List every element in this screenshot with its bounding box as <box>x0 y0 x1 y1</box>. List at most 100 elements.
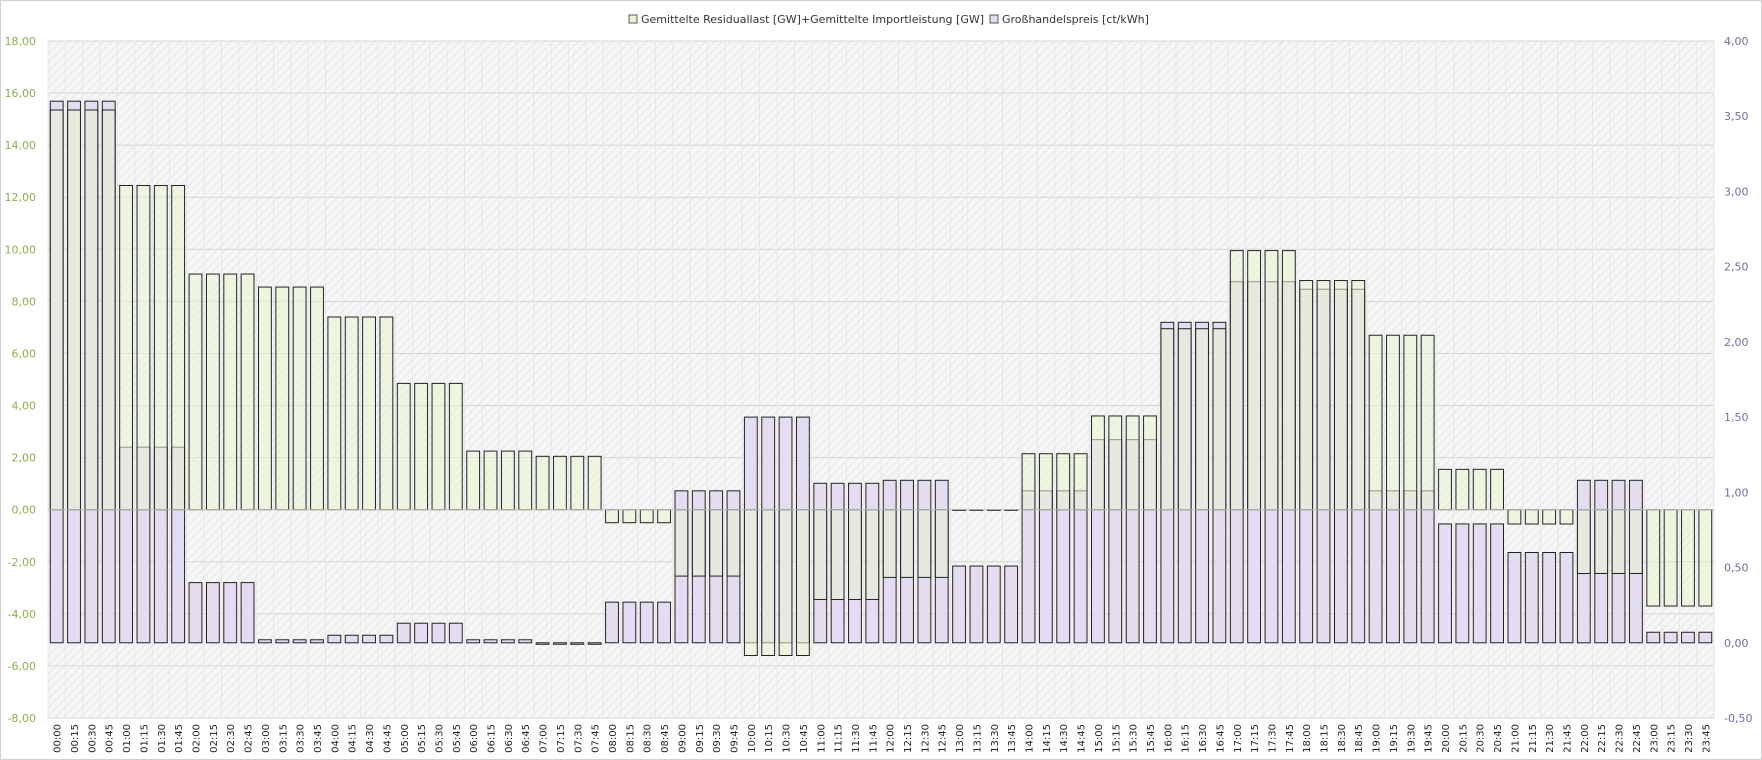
legend-swatch-price <box>989 14 999 24</box>
residual-bar <box>1229 250 1244 511</box>
x-tick-label: 13:45 <box>1007 724 1018 753</box>
price-bar <box>1403 490 1418 644</box>
x-tick-label: 14:00 <box>1025 724 1036 753</box>
residual-bar <box>848 509 862 601</box>
left-tick-label: -8,00 <box>8 712 36 725</box>
x-tick-label: 18:00 <box>1302 724 1313 753</box>
residual-bar <box>1316 280 1331 511</box>
residual-bar <box>830 509 845 601</box>
x-tick-label: 06:45 <box>521 724 532 753</box>
x-tick-label: 23:15 <box>1667 724 1678 753</box>
price-bar <box>1559 552 1574 644</box>
price-bar <box>1490 523 1504 644</box>
x-tick-label: 12:45 <box>938 724 949 753</box>
legend-label-residual: Gemittelte Residuallast [GW]+Gemittelte … <box>641 13 984 26</box>
residual-bar <box>310 286 324 511</box>
x-tick-label: 15:45 <box>1146 724 1157 753</box>
x-tick-label: 22:30 <box>1615 724 1626 753</box>
residual-bar <box>657 509 671 524</box>
x-axis-ticks: 00:00 00:15 00:30 00:45 01:00 01:15 01:30 01:45… <box>53 724 1713 753</box>
residual-bar <box>344 316 359 511</box>
residual-bar <box>275 286 290 511</box>
x-tick-label: 06:30 <box>504 724 515 753</box>
x-tick-label: 23:45 <box>1701 724 1712 753</box>
price-bar <box>292 639 307 644</box>
price-bar <box>1542 552 1557 644</box>
residual-bar <box>709 509 724 577</box>
right-tick-label: 0,50 <box>1724 562 1749 575</box>
legend-swatch-residual <box>628 14 638 24</box>
residual-bar <box>553 455 567 511</box>
residual-bar <box>917 509 932 578</box>
price-bar <box>622 601 637 644</box>
residual-bar <box>500 450 515 511</box>
price-bar <box>466 639 481 644</box>
left-tick-label: 2,00 <box>12 452 37 465</box>
residual-bar <box>223 273 238 511</box>
residual-bar <box>1681 509 1695 607</box>
residual-bar <box>1212 328 1227 511</box>
residual-bar <box>570 455 585 511</box>
x-tick-label: 15:15 <box>1111 724 1122 753</box>
residual-bar <box>900 509 914 578</box>
price-bar <box>205 582 220 644</box>
right-tick-label: 3,00 <box>1724 185 1749 198</box>
residual-bar <box>1386 334 1400 511</box>
right-tick-label: 4,00 <box>1724 35 1749 48</box>
price-bar <box>1472 523 1487 644</box>
price-bar <box>553 642 567 645</box>
residual-bar <box>84 109 99 511</box>
right-axis-ticks: 4,00 3,50 3,00 2,50 2,00 1,50 1,00 0,50 0,00 -0,5… <box>1724 35 1752 725</box>
price-bar <box>1455 523 1470 644</box>
residual-bar <box>188 273 203 511</box>
x-tick-label: 10:00 <box>747 724 758 753</box>
x-tick-label: 07:00 <box>539 724 550 753</box>
x-tick-label: 07:30 <box>573 724 584 753</box>
price-bar <box>258 639 272 644</box>
x-tick-label: 03:00 <box>261 724 272 753</box>
residual-bar <box>865 509 880 601</box>
x-tick-label: 01:30 <box>157 724 168 753</box>
price-bar <box>518 639 533 644</box>
right-tick-label: 3,50 <box>1724 110 1749 123</box>
x-tick-label: 12:15 <box>903 724 914 753</box>
residual-bar <box>49 109 64 511</box>
x-tick-label: 01:00 <box>122 724 133 753</box>
residual-bar <box>119 185 134 511</box>
price-bar <box>414 622 429 644</box>
price-bar <box>570 642 585 645</box>
x-tick-label: 13:15 <box>972 724 983 753</box>
x-tick-label: 22:15 <box>1597 724 1608 753</box>
residual-bar <box>674 509 689 577</box>
residual-bar <box>726 509 741 577</box>
residual-bar <box>240 273 255 511</box>
residual-bar <box>1628 509 1643 574</box>
residual-bar <box>431 382 446 511</box>
x-tick-label: 18:15 <box>1320 724 1331 753</box>
x-tick-label: 01:45 <box>174 724 185 753</box>
residual-bar <box>1576 509 1591 574</box>
left-axis-ticks: 18,00 16,00 14,00 12,00 10,00 8,00 6,00 4,00 2,0… <box>5 35 37 725</box>
legend-label-price: Großhandelspreis [ct/kWh] <box>1002 13 1149 26</box>
left-tick-label: 14,00 <box>5 139 37 152</box>
price-bar <box>396 622 411 644</box>
x-tick-label: 02:45 <box>244 724 255 753</box>
price-bar <box>344 634 359 644</box>
residual-bar <box>639 509 654 524</box>
price-bar <box>1681 631 1695 644</box>
x-tick-label: 21:00 <box>1510 724 1521 753</box>
residual-bar <box>778 509 793 657</box>
residual-bar <box>414 382 429 511</box>
price-bar <box>1663 631 1678 644</box>
residual-bar <box>1021 453 1036 511</box>
x-tick-label: 14:45 <box>1077 724 1088 753</box>
price-bar <box>483 639 498 644</box>
x-tick-label: 10:30 <box>782 724 793 753</box>
residual-bar <box>795 509 810 657</box>
price-bar <box>327 634 342 644</box>
price-bar <box>1698 631 1713 644</box>
residual-bar <box>292 286 307 511</box>
x-tick-label: 17:45 <box>1285 724 1296 753</box>
x-tick-label: 05:45 <box>452 724 463 753</box>
left-tick-label: 18,00 <box>5 35 37 48</box>
